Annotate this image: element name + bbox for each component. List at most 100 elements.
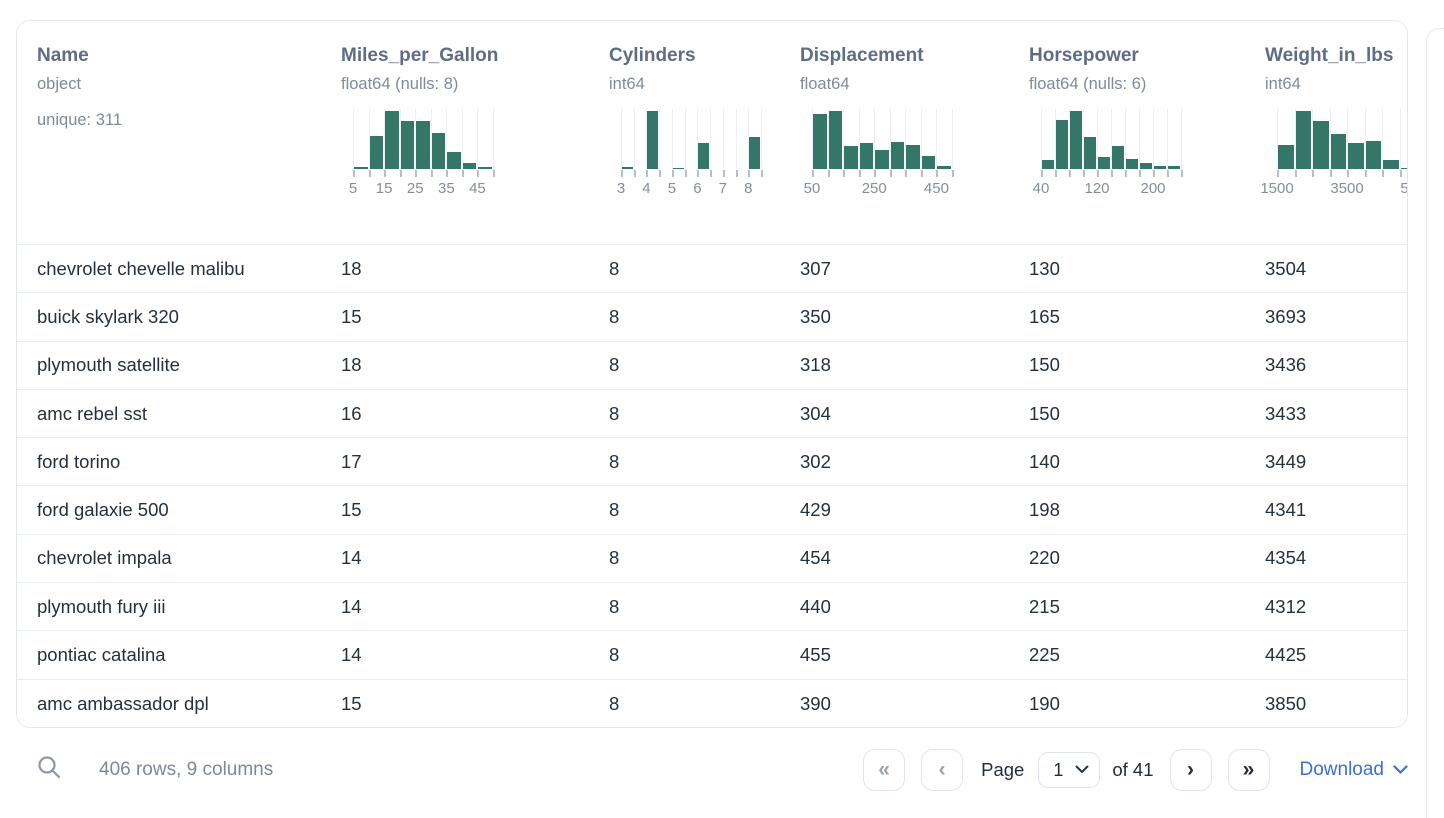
table-cell: chevrolet impala: [37, 547, 172, 569]
column-type: object: [37, 75, 82, 93]
table-cell: 8: [609, 450, 620, 472]
table-body: chevrolet chevelle malibu 18 8 307 130 3504 bu…: [17, 245, 1407, 727]
table-cell: 3436: [1265, 354, 1307, 376]
table-cell: 440: [800, 595, 831, 617]
table-row[interactable]: plymouth satellite 18 8 318 150 3436: [17, 342, 1407, 390]
table-cell: 318: [800, 354, 831, 376]
prev-page-button[interactable]: ‹: [921, 749, 964, 791]
column-title: Cylinders: [609, 45, 696, 66]
table-cell: 8: [609, 257, 620, 279]
table-cell: 304: [800, 402, 831, 424]
table-cell: 165: [1029, 305, 1060, 327]
table-cell: 3693: [1265, 305, 1307, 327]
chevron-right-icon: ›: [1187, 758, 1194, 781]
table-cell: 14: [341, 644, 362, 666]
chevron-left-icon: ‹: [938, 758, 946, 781]
column-header-displacement[interactable]: Displacement float64 50 250 450: [780, 21, 1009, 244]
table-cell: 225: [1029, 644, 1060, 666]
table-row[interactable]: buick skylark 320 15 8 350 165 3693: [17, 293, 1407, 342]
table-row[interactable]: chevrolet impala 14 8 454 220 4354: [17, 535, 1407, 584]
table-cell: 454: [800, 547, 831, 569]
download-button[interactable]: Download: [1300, 759, 1409, 781]
table-cell: plymouth satellite: [37, 354, 180, 376]
column-title: Miles_per_Gallon: [341, 45, 499, 66]
column-type: float64: [800, 75, 850, 93]
table-cell: ford galaxie 500: [37, 499, 169, 521]
column-type: int64: [609, 75, 645, 93]
table-cell: 8: [609, 305, 620, 327]
table-cell: 130: [1029, 257, 1060, 279]
column-title: Horsepower: [1029, 45, 1139, 66]
table-cell: 15: [341, 499, 362, 521]
table-cell: 17: [341, 450, 362, 472]
table-cell: 4425: [1265, 644, 1307, 666]
column-title: Name: [37, 45, 89, 66]
table-cell: 16: [341, 402, 362, 424]
table-row[interactable]: ford torino 17 8 302 140 3449: [17, 438, 1407, 487]
column-header-miles-per-gallon[interactable]: Miles_per_Gallon float64 (nulls: 8) 5 15 2…: [321, 21, 589, 244]
page-label: Page: [981, 759, 1025, 780]
table-cell: 3850: [1265, 692, 1307, 714]
page-select-value: 1: [1053, 759, 1064, 780]
column-header-weight-in-lbs[interactable]: Weight_in_lbs int64 150035005500: [1245, 21, 1407, 244]
table-cell: 8: [609, 547, 620, 569]
column-type: float64 (nulls: 6): [1029, 75, 1147, 93]
table-cell: 8: [609, 644, 620, 666]
table-cell: 302: [800, 450, 831, 472]
table-cell: 4354: [1265, 547, 1307, 569]
download-label: Download: [1299, 759, 1385, 780]
table-cell: 8: [609, 354, 620, 376]
search-icon: [36, 754, 63, 786]
displacement-histogram[interactable]: 50 250 450: [804, 109, 954, 200]
first-page-button[interactable]: «: [863, 749, 906, 791]
miles-per-gallon-histogram[interactable]: 5 15 25 35 45: [349, 109, 495, 200]
double-chevron-left-icon: «: [878, 758, 890, 781]
column-header-name[interactable]: Name object unique: 311: [17, 21, 321, 244]
data-table-card: Name object unique: 311 Miles_per_Gallon…: [16, 20, 1408, 728]
table-cell: 14: [341, 547, 362, 569]
table-cell: 220: [1029, 547, 1060, 569]
table-cell: 8: [609, 692, 620, 714]
table-row[interactable]: amc ambassador dpl 15 8 390 190 3850: [17, 680, 1407, 727]
weight-in-lbs-histogram[interactable]: 150035005500: [1260, 109, 1407, 200]
column-unique-count: unique: 311: [37, 111, 123, 129]
table-cell: 3433: [1265, 402, 1307, 424]
table-cell: 150: [1029, 402, 1060, 424]
table-cell: 390: [800, 692, 831, 714]
table-cell: ford torino: [37, 450, 121, 472]
status-bar: 406 rows, 9 columns « ‹ Page 1 of 41 › »…: [16, 744, 1408, 796]
table-cell: 307: [800, 257, 831, 279]
table-cell: 150: [1029, 354, 1060, 376]
table-cell: 429: [800, 499, 831, 521]
table-cell: pontiac catalina: [37, 644, 166, 666]
table-row[interactable]: chevrolet chevelle malibu 18 8 307 130 3504: [17, 245, 1407, 294]
table-cell: 140: [1029, 450, 1060, 472]
table-row[interactable]: plymouth fury iii 14 8 440 215 4312: [17, 583, 1407, 632]
table-cell: chevrolet chevelle malibu: [37, 257, 245, 279]
table-header: Name object unique: 311 Miles_per_Gallon…: [17, 21, 1407, 245]
table-row[interactable]: pontiac catalina 14 8 455 225 4425: [17, 631, 1407, 680]
table-cell: 3504: [1265, 257, 1307, 279]
chevron-down-icon: [1393, 765, 1408, 774]
total-pages-label: of 41: [1112, 759, 1154, 780]
column-header-horsepower[interactable]: Horsepower float64 (nulls: 6) 40 120 200: [1009, 21, 1245, 244]
column-title: Displacement: [800, 45, 924, 66]
last-page-button[interactable]: »: [1227, 749, 1270, 791]
adjacent-card-edge: [1426, 28, 1444, 818]
table-cell: 18: [341, 354, 362, 376]
chevron-down-icon: [1075, 761, 1089, 779]
table-cell: 350: [800, 305, 831, 327]
table-row[interactable]: ford galaxie 500 15 8 429 198 4341: [17, 486, 1407, 535]
horsepower-histogram[interactable]: 40 120 200: [1033, 109, 1183, 200]
table-cell: 14: [341, 595, 362, 617]
table-cell: 4312: [1265, 595, 1307, 617]
table-cell: amc rebel sst: [37, 402, 148, 424]
table-cell: 8: [609, 402, 620, 424]
table-row[interactable]: amc rebel sst 16 8 304 150 3433: [17, 390, 1407, 439]
table-cell: 8: [609, 499, 620, 521]
search-button[interactable]: [36, 754, 63, 786]
next-page-button[interactable]: ›: [1169, 749, 1212, 791]
page-select[interactable]: 1: [1038, 752, 1101, 788]
